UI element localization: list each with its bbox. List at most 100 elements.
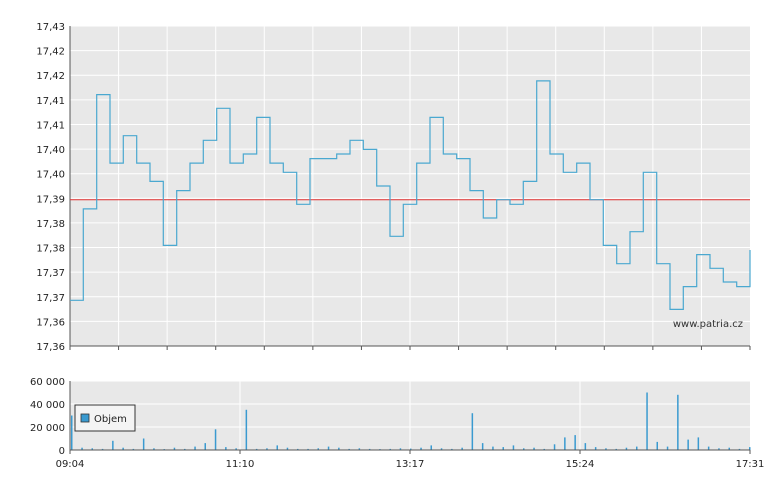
volume-bar bbox=[327, 446, 330, 450]
volume-bar bbox=[112, 440, 114, 450]
volume-bar bbox=[286, 447, 289, 450]
price-y-tick-label: 17,38 bbox=[36, 244, 65, 255]
volume-x-tick-label: 09:04 bbox=[56, 459, 85, 470]
volume-bar bbox=[173, 447, 176, 450]
volume-bar bbox=[666, 446, 669, 450]
volume-y-tick-label: 0 bbox=[59, 446, 65, 457]
volume-bar bbox=[677, 394, 679, 450]
volume-bar bbox=[738, 448, 741, 450]
volume-bar bbox=[348, 448, 350, 450]
volume-bar bbox=[553, 444, 556, 451]
price-panel: 17,36 17,36 17,37 17,37 17,38 17,38 17,39 17,40… bbox=[36, 22, 751, 353]
volume-bar bbox=[204, 443, 206, 450]
volume-x-tick-label: 11:10 bbox=[226, 459, 255, 470]
volume-bar bbox=[543, 448, 545, 450]
legend-swatch bbox=[80, 413, 90, 423]
volume-bar bbox=[307, 448, 309, 450]
price-y-tick-label: 17,40 bbox=[36, 170, 65, 181]
price-y-tick-label: 17,38 bbox=[36, 219, 65, 230]
volume-bar bbox=[235, 448, 237, 450]
volume-bar bbox=[625, 447, 628, 450]
volume-bar bbox=[81, 447, 83, 450]
volume-bar bbox=[317, 448, 319, 450]
volume-bar bbox=[636, 446, 638, 450]
volume-x-axis: 09:04 11:10 13:17 15:24 17:31 bbox=[56, 450, 765, 470]
volume-bar bbox=[512, 445, 515, 450]
volume-bar bbox=[481, 443, 484, 450]
volume-bar bbox=[492, 446, 494, 450]
volume-x-tick-label: 15:24 bbox=[566, 459, 595, 470]
volume-bar bbox=[605, 448, 607, 450]
volume-x-tick-label: 13:17 bbox=[396, 459, 425, 470]
volume-bar bbox=[656, 441, 658, 450]
volume-grid bbox=[70, 380, 750, 450]
volume-bar bbox=[718, 448, 720, 450]
volume-bar bbox=[71, 415, 73, 450]
volume-y-tick-label: 60 000 bbox=[30, 377, 65, 388]
price-y-tick-label: 17,40 bbox=[36, 145, 65, 156]
volume-bar bbox=[430, 445, 432, 450]
volume-bar bbox=[194, 446, 196, 450]
volume-bar bbox=[142, 438, 145, 450]
volume-bar bbox=[564, 437, 566, 450]
volume-bar bbox=[245, 409, 248, 451]
volume-bar bbox=[410, 448, 412, 450]
price-y-tick-label: 17,39 bbox=[36, 194, 65, 205]
volume-bar bbox=[132, 448, 135, 450]
price-line bbox=[70, 80, 751, 310]
volume-bar bbox=[153, 448, 155, 450]
volume-y-tick-label: 20 000 bbox=[30, 423, 65, 434]
price-y-tick-label: 17,42 bbox=[36, 71, 65, 82]
volume-bar bbox=[451, 448, 453, 450]
volume-bar bbox=[615, 448, 617, 450]
volume-y-axis: 0 20 000 40 000 60 000 bbox=[30, 377, 65, 457]
volume-bar bbox=[101, 448, 104, 450]
volume-y-tick-label: 40 000 bbox=[30, 400, 65, 411]
price-y-tick-label: 17,41 bbox=[36, 96, 65, 107]
price-y-tick-label: 17,42 bbox=[36, 47, 65, 58]
price-y-tick-label: 17,41 bbox=[36, 120, 65, 131]
price-y-tick-label: 17,36 bbox=[36, 317, 65, 328]
volume-bar bbox=[533, 447, 535, 450]
volume-bar bbox=[574, 435, 576, 450]
volume-bar bbox=[420, 447, 422, 450]
price-y-tick-label: 17,37 bbox=[36, 268, 65, 279]
volume-bar bbox=[399, 448, 402, 450]
volume-bar bbox=[749, 447, 751, 450]
volume-bar bbox=[687, 439, 689, 450]
volume-bar bbox=[368, 448, 371, 450]
volume-bar bbox=[255, 448, 258, 450]
volume-bar bbox=[646, 392, 648, 450]
volume-bar bbox=[358, 448, 361, 450]
volume-bar bbox=[471, 413, 474, 450]
volume-bar bbox=[461, 447, 463, 450]
volume-bar bbox=[214, 429, 217, 450]
volume-bar bbox=[91, 448, 93, 450]
legend-label: Objem bbox=[94, 414, 127, 425]
volume-bar bbox=[440, 448, 443, 450]
volume-bar bbox=[502, 447, 504, 450]
price-y-axis: 17,36 17,36 17,37 17,37 17,38 17,38 17,39 17,40… bbox=[36, 22, 65, 353]
price-y-tick-label: 17,43 bbox=[36, 22, 65, 33]
volume-panel: 0 20 000 40 000 60 000 09:04 11:10 13:17 15:24… bbox=[30, 377, 764, 470]
volume-bar bbox=[225, 447, 227, 450]
price-grid bbox=[70, 25, 750, 346]
volume-bar bbox=[523, 448, 525, 450]
volume-bar bbox=[389, 448, 391, 450]
volume-bar bbox=[276, 445, 278, 450]
volume-bar bbox=[122, 447, 124, 450]
volume-legend: Objem bbox=[74, 404, 136, 432]
volume-bar bbox=[697, 437, 700, 450]
volume-bar bbox=[594, 447, 597, 450]
volume-bar bbox=[584, 443, 587, 450]
price-x-ticks bbox=[69, 346, 751, 350]
watermark: www.patria.cz bbox=[673, 319, 743, 330]
volume-bar bbox=[728, 447, 730, 450]
volume-bar bbox=[266, 448, 268, 450]
volume-bar bbox=[184, 448, 186, 450]
price-y-tick-label: 17,36 bbox=[36, 342, 65, 353]
volume-bar bbox=[338, 447, 340, 450]
volume-bar bbox=[297, 448, 299, 450]
volume-x-tick-label: 17:31 bbox=[736, 459, 765, 470]
